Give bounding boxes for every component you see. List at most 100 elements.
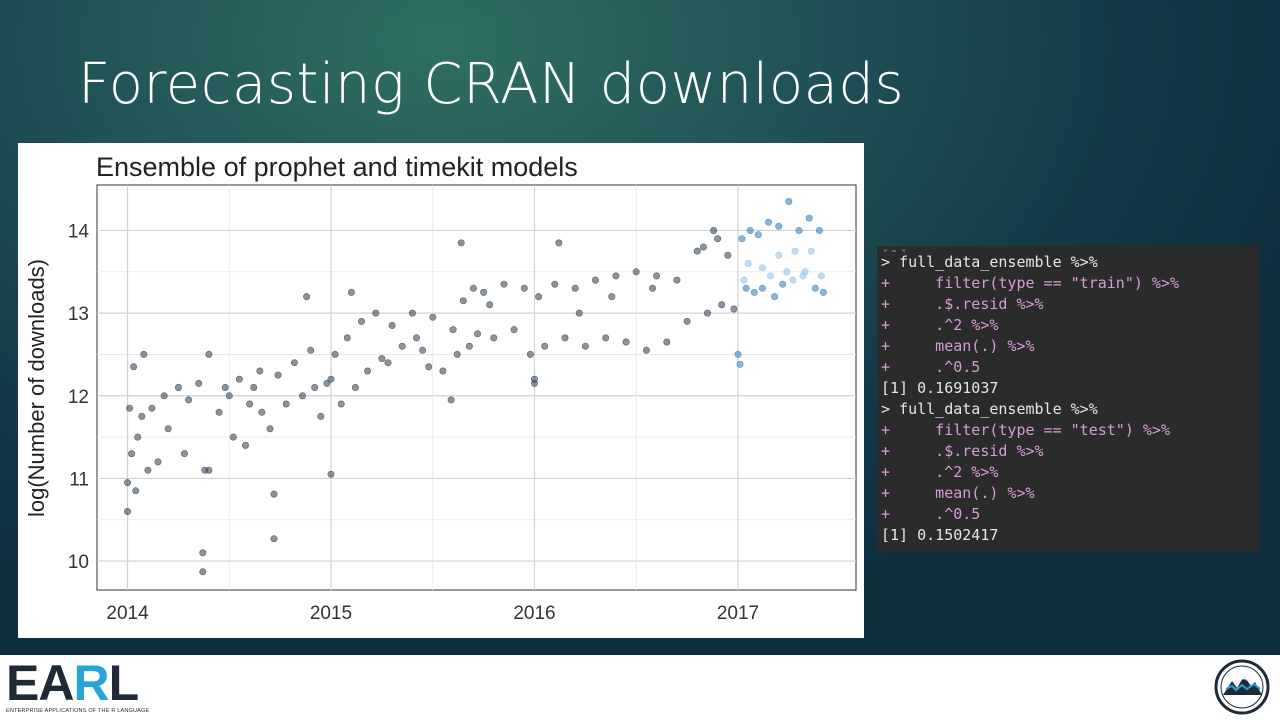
console-line: + .$.resid %>% — [881, 442, 1044, 460]
mountain-badge-icon — [1214, 659, 1270, 715]
x-axis-ticks: 2014 2015 2016 2017 — [106, 603, 759, 624]
x-tick-label: 2015 — [310, 603, 352, 624]
data-point-test — [779, 280, 787, 288]
data-point-train — [384, 359, 392, 367]
chart-title: Ensemble of prophet and timekit models — [96, 152, 578, 182]
data-point-test — [775, 222, 783, 230]
console-line: + .^0.5 — [881, 505, 981, 523]
data-point-train — [199, 549, 207, 557]
data-point-train — [140, 350, 148, 358]
data-point-train — [710, 227, 718, 235]
data-point-train — [282, 400, 290, 408]
data-point-test — [771, 293, 779, 301]
console-line: [1] 0.1691037 — [881, 379, 999, 397]
data-point-test — [734, 350, 742, 358]
console-line: + .^2 %>% — [881, 463, 999, 481]
console-partial-line: [1] — [877, 246, 1259, 252]
data-point-train — [138, 412, 146, 420]
data-point-train — [164, 425, 172, 433]
console-line: [1] 0.1502417 — [881, 526, 999, 544]
data-point-test — [789, 276, 797, 284]
data-point-test — [801, 268, 809, 276]
data-point-train — [520, 284, 528, 292]
data-point-train — [673, 276, 681, 284]
data-point-train — [250, 384, 258, 392]
data-point-train — [148, 404, 156, 412]
data-point-train — [555, 239, 563, 247]
data-point-test — [791, 247, 799, 255]
data-point-test — [742, 284, 750, 292]
data-point-test — [795, 227, 803, 235]
data-point-train — [327, 470, 335, 478]
console-line: > full_data_ensemble %>% — [881, 400, 1098, 418]
console-line: + filter(type == "test") %>% — [881, 421, 1170, 439]
data-point-train — [500, 280, 508, 288]
data-point-train — [653, 272, 661, 280]
data-point-train — [270, 490, 278, 498]
x-tick-label: 2014 — [106, 603, 149, 624]
data-point-train — [134, 433, 142, 441]
scatter-chart: Ensemble of prophet and timekit models 1… — [24, 152, 857, 624]
data-point-train — [270, 535, 278, 543]
data-point-train — [154, 458, 162, 466]
data-point-train — [510, 326, 518, 334]
data-point-train — [343, 334, 351, 342]
data-point-train — [473, 330, 481, 338]
data-point-train — [530, 379, 538, 387]
data-point-train — [128, 450, 136, 458]
data-point-train — [246, 400, 254, 408]
data-point-test — [764, 218, 772, 226]
data-point-train — [160, 392, 168, 400]
data-point-test — [817, 272, 825, 280]
data-point-train — [364, 367, 372, 375]
data-point-train — [337, 400, 345, 408]
console-line: + .^0.5 — [881, 358, 981, 376]
earl-tagline: ENTERPRISE APPLICATIONS OF THE R LANGUAG… — [6, 708, 150, 714]
data-point-test — [746, 227, 754, 235]
data-point-train — [571, 284, 579, 292]
data-point-train — [693, 247, 701, 255]
data-point-train — [642, 346, 650, 354]
data-point-test — [819, 288, 827, 296]
data-point-train — [205, 350, 213, 358]
x-tick-label: 2016 — [513, 603, 555, 624]
data-point-train — [591, 276, 599, 284]
data-point-train — [256, 367, 264, 375]
data-point-train — [372, 309, 380, 317]
data-point-train — [425, 363, 433, 371]
data-point-test — [805, 214, 813, 222]
r-console[interactable]: [1] > full_data_ensemble %>% + filter(typ… — [877, 246, 1259, 552]
data-point-train — [205, 466, 213, 474]
data-point-train — [307, 346, 315, 354]
data-point-train — [480, 288, 488, 296]
data-point-train — [229, 433, 237, 441]
data-point-train — [730, 305, 738, 313]
data-point-train — [457, 239, 465, 247]
data-point-train — [561, 334, 569, 342]
data-point-train — [347, 288, 355, 296]
data-point-train — [351, 384, 359, 392]
data-point-train — [412, 334, 420, 342]
data-point-train — [439, 367, 447, 375]
data-point-train — [612, 272, 620, 280]
earl-logo: EARL ENTERPRISE APPLICATIONS OF THE R LA… — [6, 658, 156, 717]
data-point-train — [221, 384, 229, 392]
data-point-train — [258, 408, 266, 416]
data-point-train — [632, 268, 640, 276]
chart-panel: Ensemble of prophet and timekit models 1… — [18, 143, 864, 638]
console-line: > full_data_ensemble %>% — [881, 253, 1098, 271]
data-point-test — [807, 247, 815, 255]
data-point-train — [317, 412, 325, 420]
data-point-train — [242, 441, 250, 449]
data-point-test — [750, 288, 758, 296]
data-point-train — [327, 375, 335, 383]
data-point-test — [785, 197, 793, 205]
console-line: + filter(type == "train") %>% — [881, 274, 1180, 292]
data-point-train — [225, 392, 233, 400]
data-point-train — [130, 363, 138, 371]
data-point-test — [811, 284, 819, 292]
data-point-train — [608, 293, 616, 301]
y-tick-label: 12 — [68, 387, 89, 408]
data-point-test — [758, 284, 766, 292]
data-point-train — [699, 243, 707, 251]
